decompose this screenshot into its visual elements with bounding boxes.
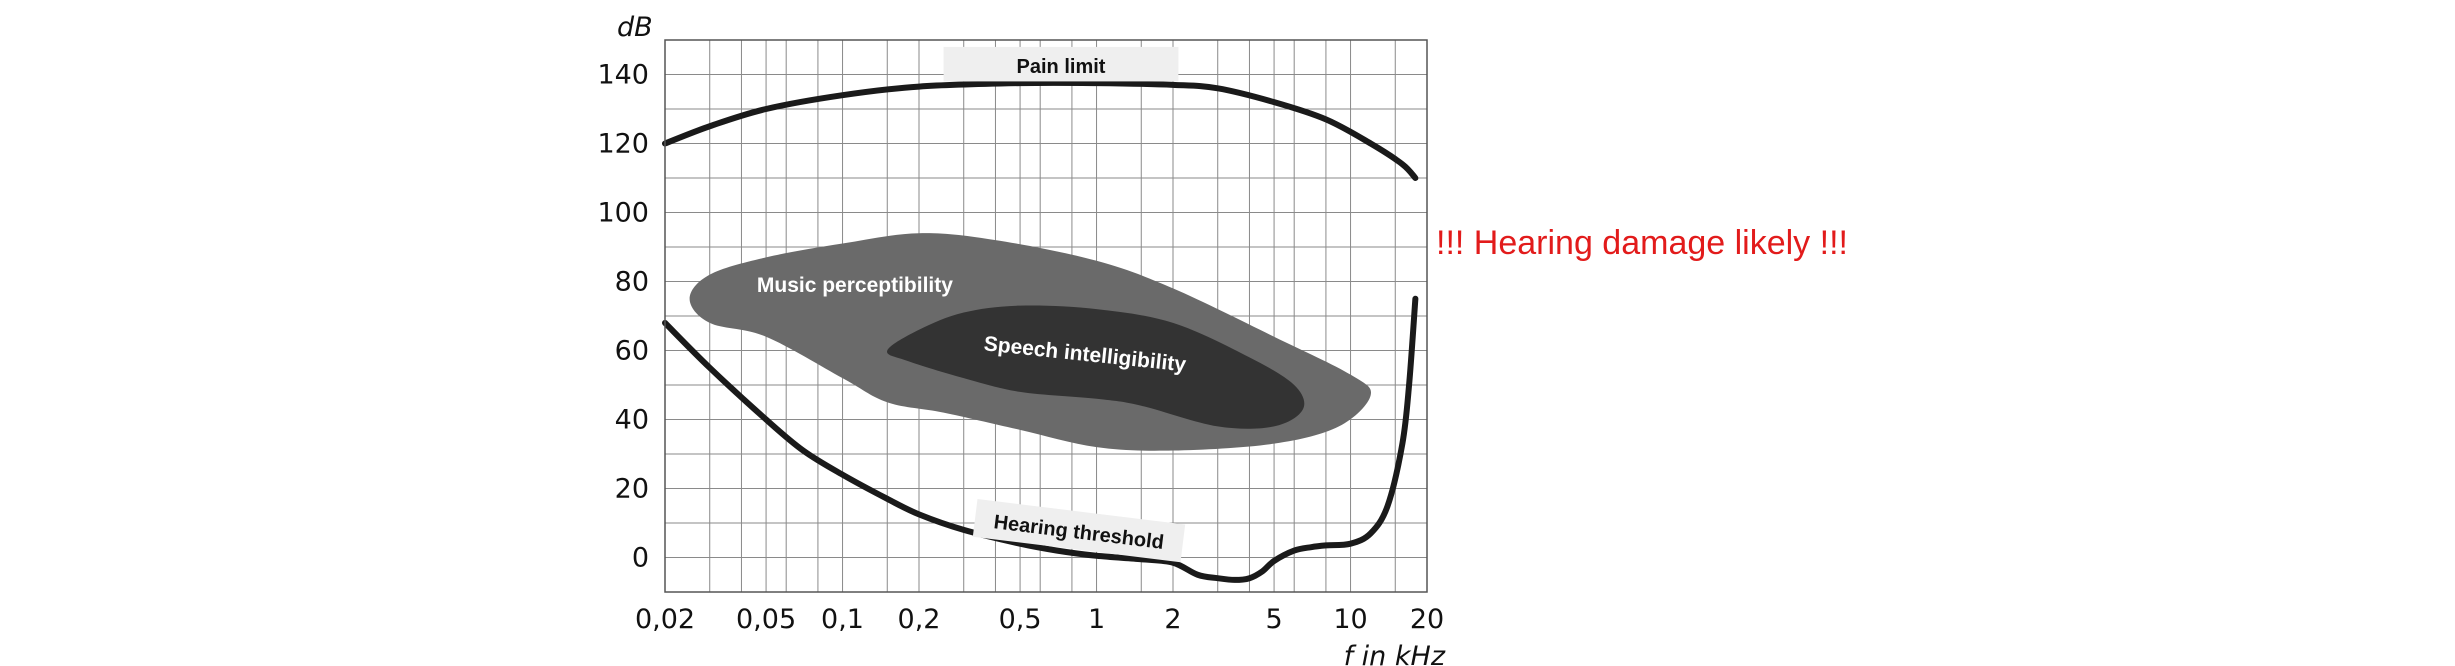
pain-limit-label: Pain limit (1017, 56, 1106, 78)
x-tick-label: 0,1 (821, 604, 864, 635)
x-tick-label: 0,5 (999, 604, 1042, 635)
y-tick-label: 20 (615, 474, 649, 505)
music-perceptibility-label: Music perceptibility (757, 274, 953, 297)
hearing-threshold-curve (662, 295, 1419, 583)
x-tick-label: 2 (1164, 604, 1181, 635)
chart-curves (662, 79, 1419, 583)
x-tick-label: 10 (1333, 604, 1367, 635)
y-tick-label: 120 (597, 129, 649, 160)
y-tick-label: 140 (597, 60, 649, 91)
x-axis-label: f in kHz (1344, 641, 1446, 666)
y-tick-label: 100 (597, 198, 649, 229)
y-axis-label: dB (617, 12, 653, 43)
x-tick-label: 5 (1265, 604, 1282, 635)
x-tick-label: 0,02 (635, 604, 695, 635)
x-tick-label: 0,05 (736, 604, 796, 635)
x-tick-label: 1 (1088, 604, 1105, 635)
y-tick-label: 80 (615, 267, 649, 298)
speech-intelligibility-region (887, 305, 1305, 429)
y-tick-label: 0 (632, 543, 649, 574)
x-tick-label: 20 (1410, 604, 1444, 635)
pain-limit-curve (662, 79, 1419, 181)
plot-border (664, 39, 1428, 593)
axis-ticks: 0 20 40 60 80 100 120 140 0,02 0,05 0,1 0,2 0,5 1 2 5 10… (597, 60, 1444, 636)
y-tick-label: 60 (615, 336, 649, 367)
hearing-threshold-label-box (972, 499, 1186, 563)
y-tick-label: 40 (615, 405, 649, 436)
chart-regions (689, 233, 1372, 451)
pain-limit-label-box (943, 46, 1179, 82)
x-tick-label: 0,2 (898, 604, 941, 635)
hearing-damage-warning: !!! Hearing damage likely !!! (1436, 224, 1848, 262)
